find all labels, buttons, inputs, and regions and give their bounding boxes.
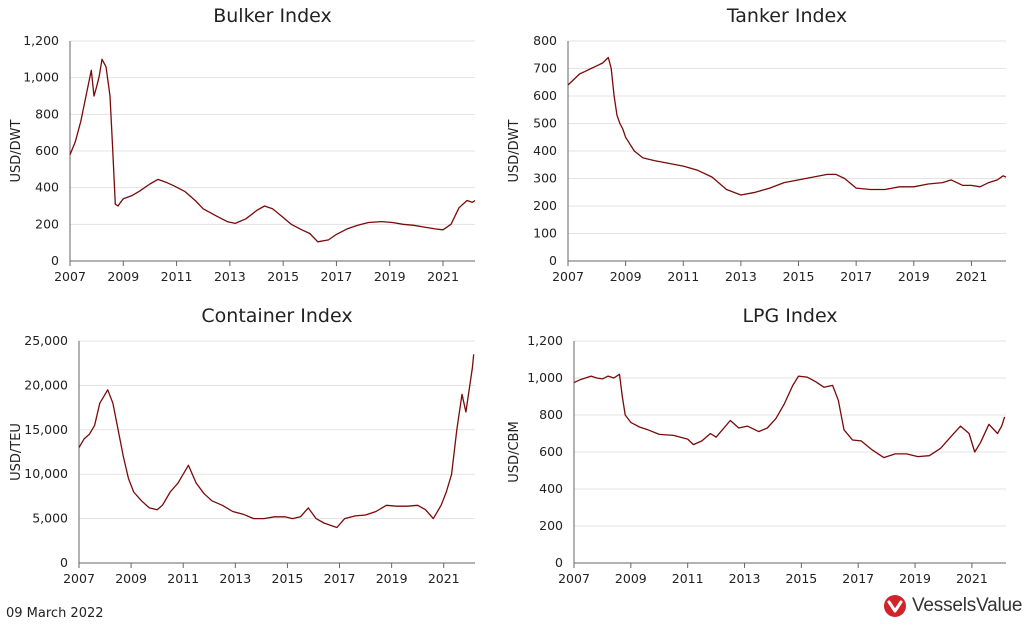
container-series-line	[78, 354, 475, 529]
bulker-series-line	[69, 58, 476, 243]
bulker-x-tick-label: 2015	[267, 269, 299, 284]
tanker-x-tick-label: 2007	[552, 269, 584, 284]
bulker-x-tick-label: 2009	[107, 269, 139, 284]
tanker-y-tick-label: 700	[533, 61, 557, 76]
lpg-y-axis-label: USD/CBM	[507, 421, 522, 482]
tanker-y-tick-label: 0	[549, 253, 557, 268]
bulker-y-tick-label: 0	[51, 253, 59, 268]
container-y-axis-label: USD/TEU	[9, 423, 24, 481]
lpg-x-tick-label: 2015	[785, 571, 817, 586]
tanker-x-tick-label: 2009	[610, 269, 642, 284]
bulker-x-tick-label: 2017	[321, 269, 353, 284]
tanker-y-tick-label: 800	[533, 33, 557, 48]
lpg-x-tick-label: 2013	[729, 571, 761, 586]
container-y-tick-label: 15,000	[24, 422, 68, 437]
tanker-x-tick-label: 2017	[840, 269, 872, 284]
lpg-x-tick-label: 2011	[672, 571, 704, 586]
bulker-y-tick-label: 1,000	[23, 70, 59, 85]
tanker-y-tick-label: 100	[533, 226, 557, 241]
tanker-x-tick-label: 2011	[667, 269, 699, 284]
lpg-y-tick-label: 0	[555, 555, 563, 570]
bulker-x-tick-label: 2007	[54, 269, 86, 284]
bulker-chart-title: Bulker Index	[213, 5, 332, 27]
container-x-tick-label: 2019	[376, 571, 408, 586]
container-y-tick-label: 0	[60, 555, 68, 570]
bulker-x-tick-label: 2021	[427, 269, 459, 284]
container-y-tick-label: 10,000	[24, 466, 68, 481]
tanker-x-tick-label: 2019	[898, 269, 930, 284]
container-y-tick-label: 25,000	[24, 333, 68, 348]
tanker-x-tick-label: 2021	[956, 269, 988, 284]
bulker-y-tick-label: 600	[35, 143, 59, 158]
lpg-series-line	[573, 373, 1006, 459]
bulker-x-tick-label: 2013	[214, 269, 246, 284]
bulker-y-tick-label: 200	[35, 216, 59, 231]
lpg-y-tick-label: 1,000	[527, 370, 563, 385]
lpg-x-tick-label: 2019	[899, 571, 931, 586]
lpg-y-tick-label: 1,200	[527, 333, 563, 348]
lpg-y-tick-label: 800	[539, 407, 563, 422]
container-x-tick-label: 2021	[428, 571, 460, 586]
container-y-tick-label: 20,000	[24, 377, 68, 392]
container-y-tick-label: 5,000	[32, 511, 68, 526]
report-date: 09 March 2022	[6, 606, 104, 621]
lpg-x-tick-label: 2007	[558, 571, 590, 586]
lpg-x-tick-label: 2017	[842, 571, 874, 586]
tanker-x-tick-label: 2015	[783, 269, 815, 284]
tanker-y-tick-label: 600	[533, 88, 557, 103]
tanker-series-line	[567, 56, 1007, 196]
bulker-y-tick-label: 1,200	[23, 33, 59, 48]
tanker-y-tick-label: 300	[533, 171, 557, 186]
tanker-chart-title: Tanker Index	[726, 5, 847, 27]
brand-logo: VesselsValue	[883, 594, 1022, 618]
lpg-y-tick-label: 600	[539, 444, 563, 459]
container-x-tick-label: 2011	[167, 571, 199, 586]
container-x-tick-label: 2007	[63, 571, 95, 586]
tanker-x-tick-label: 2013	[725, 269, 757, 284]
container-x-tick-label: 2015	[272, 571, 304, 586]
tanker-y-tick-label: 500	[533, 116, 557, 131]
container-x-tick-label: 2013	[219, 571, 251, 586]
tanker-y-axis-label: USD/DWT	[507, 119, 522, 182]
bulker-y-tick-label: 400	[35, 180, 59, 195]
lpg-chart-title: LPG Index	[742, 305, 837, 327]
brand-name: VesselsValue	[912, 595, 1023, 616]
lpg-x-tick-label: 2009	[615, 571, 647, 586]
lpg-y-tick-label: 200	[539, 518, 563, 533]
bulker-x-tick-label: 2011	[161, 269, 193, 284]
bulker-y-tick-label: 800	[35, 106, 59, 121]
container-x-tick-label: 2017	[324, 571, 356, 586]
lpg-y-tick-label: 400	[539, 481, 563, 496]
vesselsvalue-logo-icon	[884, 595, 906, 617]
bulker-x-tick-label: 2019	[374, 269, 406, 284]
lpg-x-tick-label: 2021	[956, 571, 988, 586]
container-x-tick-label: 2009	[115, 571, 147, 586]
tanker-y-tick-label: 200	[533, 198, 557, 213]
container-chart-title: Container Index	[201, 305, 352, 327]
bulker-y-axis-label: USD/DWT	[9, 119, 24, 182]
tanker-y-tick-label: 400	[533, 143, 557, 158]
